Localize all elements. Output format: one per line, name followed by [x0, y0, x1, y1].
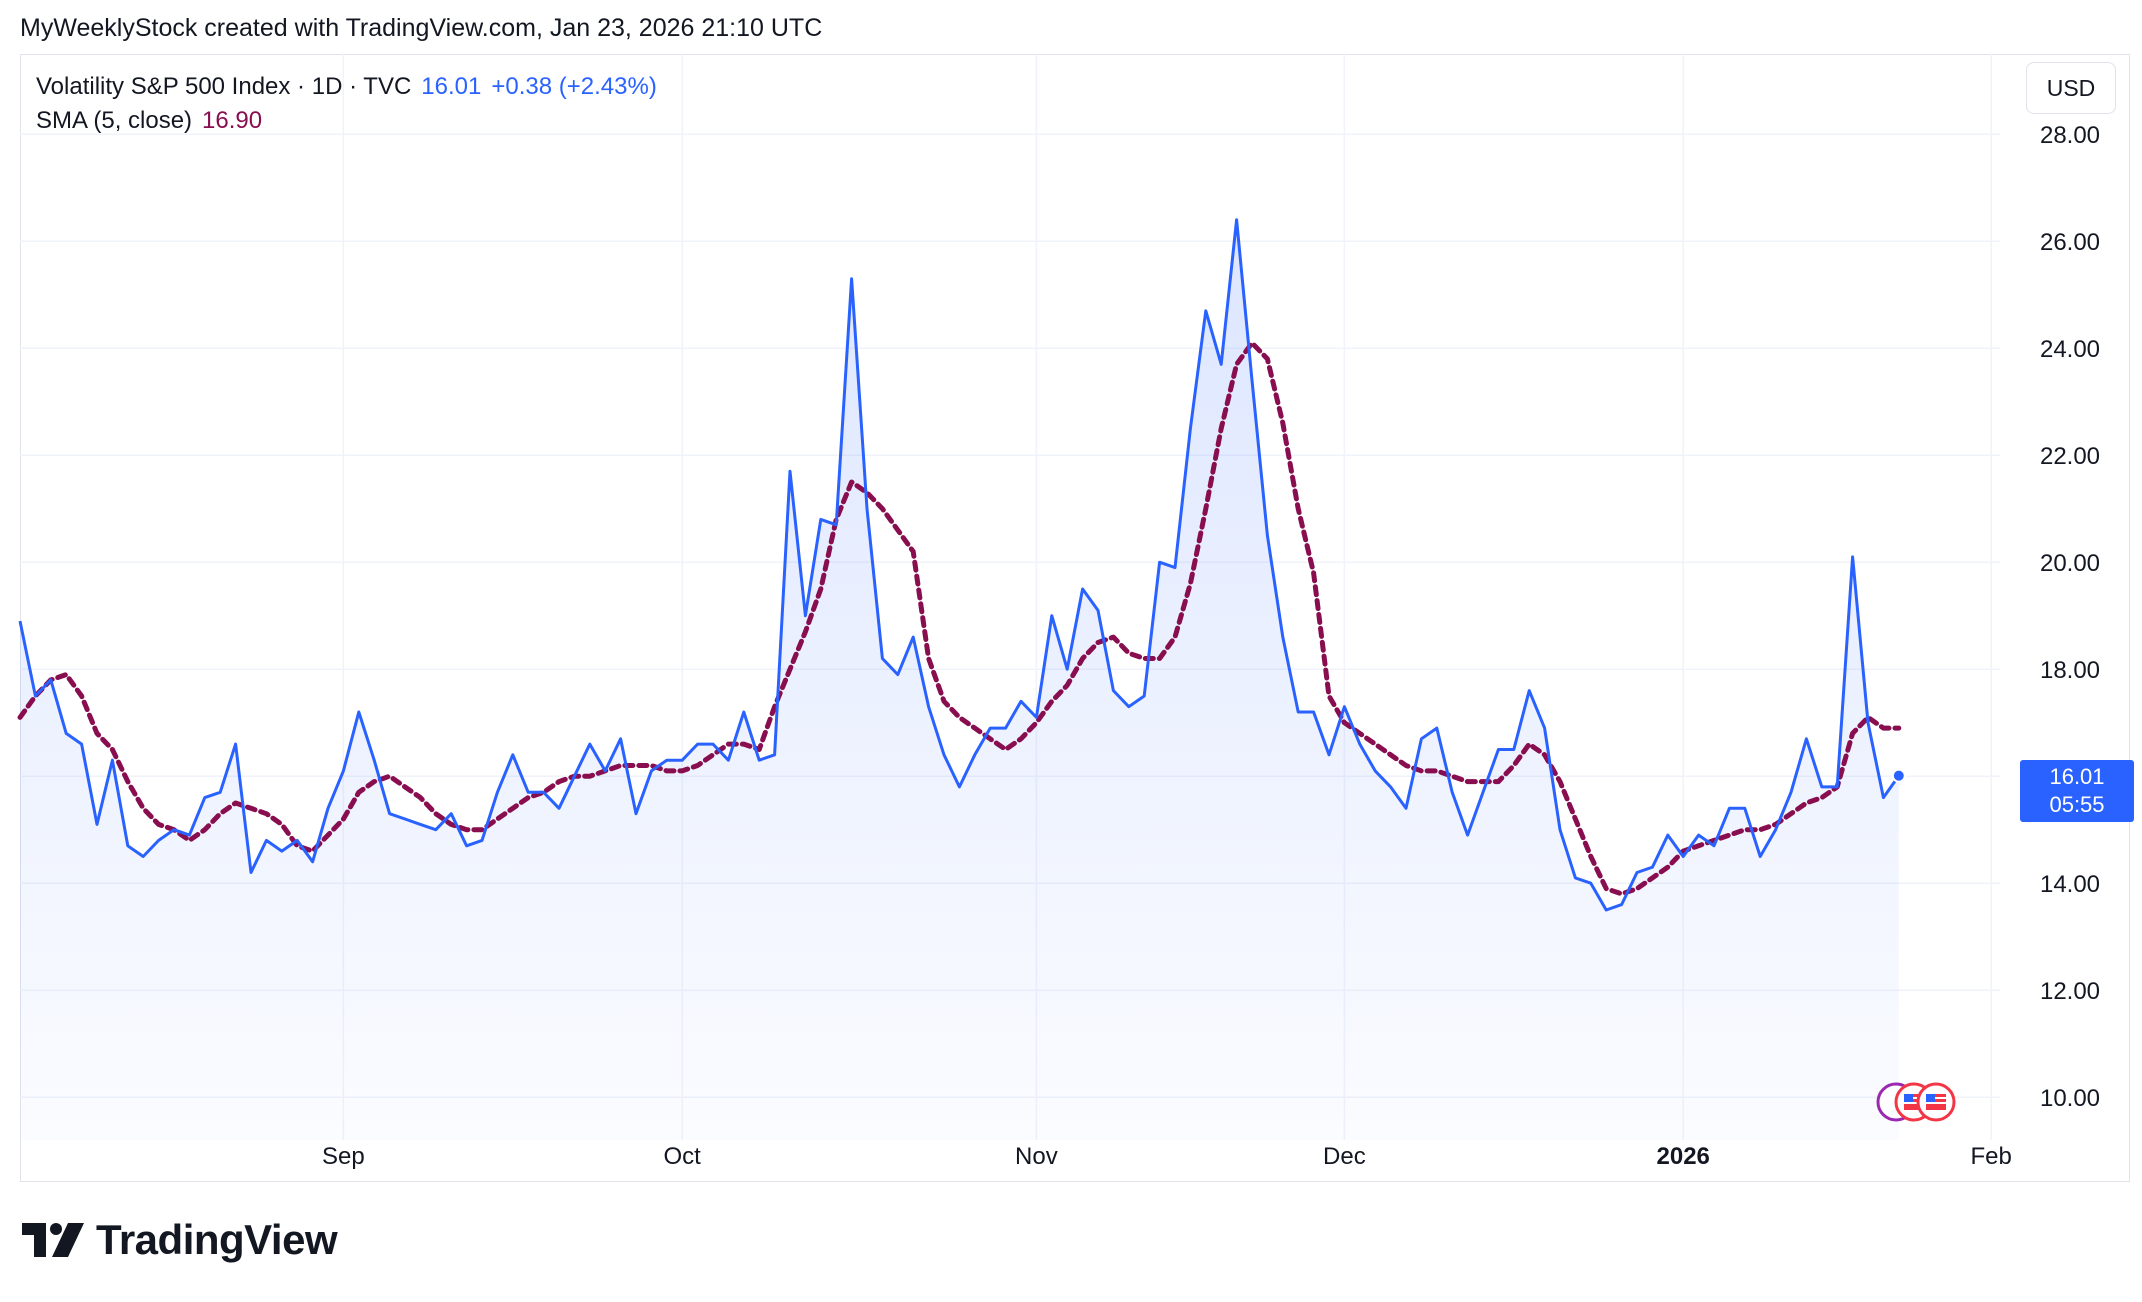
y-tick-label: 14.00: [2040, 871, 2100, 898]
legend-change: +0.38 (+2.43%): [491, 73, 657, 100]
currency-button[interactable]: USD: [2026, 62, 2116, 114]
last-price-value: 16.01: [2049, 764, 2105, 789]
sma-line: [17, 340, 1902, 897]
chart-frame[interactable]: [20, 54, 2130, 1182]
y-tick-label: 28.00: [2040, 122, 2100, 149]
legend-sma-value: 16.90: [202, 107, 263, 134]
brand-name: TradingView: [96, 1216, 338, 1263]
x-tick-label: Nov: [1015, 1143, 1058, 1170]
y-tick-label: 12.00: [2040, 978, 2100, 1005]
y-tick-label: 10.00: [2040, 1085, 2100, 1112]
legend-last-price: 16.01: [421, 73, 482, 100]
x-tick-label: Dec: [1323, 1143, 1366, 1170]
legend-sma-row[interactable]: SMA (5, close) 16.90: [36, 104, 657, 138]
tradingview-logo-icon: [22, 1223, 84, 1257]
last-price-label: 16.01 05:55: [2020, 760, 2134, 822]
event-markers[interactable]: [1876, 1080, 1976, 1130]
tradingview-logo[interactable]: TradingView: [22, 1216, 338, 1264]
x-tick-label: Oct: [664, 1143, 702, 1170]
bar-countdown: 05:55: [2049, 792, 2105, 817]
y-tick-label: 20.00: [2040, 550, 2100, 577]
y-tick-label: 24.00: [2040, 336, 2100, 363]
y-tick-label: 26.00: [2040, 229, 2100, 256]
y-tick-label: 18.00: [2040, 657, 2100, 684]
last-price-dot: [1891, 768, 1906, 783]
x-tick-label: 2026: [1657, 1143, 1710, 1170]
y-tick-label: 22.00: [2040, 443, 2100, 470]
x-tick-label: Feb: [1971, 1143, 2012, 1170]
legend-sma-label: SMA (5, close): [36, 107, 193, 134]
x-tick-label: Sep: [322, 1143, 365, 1170]
price-area-fill: [20, 219, 1899, 1141]
chart-caption: MyWeeklyStock created with TradingView.c…: [20, 14, 823, 42]
economic-event-icon[interactable]: [1876, 1082, 1956, 1122]
legend-main-row: Volatility S&P 500 Index · 1D · TVC 16.01…: [36, 70, 657, 104]
chart-legend: Volatility S&P 500 Index · 1D · TVC 16.01…: [36, 70, 657, 138]
legend-symbol: Volatility S&P 500 Index · 1D · TVC: [36, 73, 412, 100]
price-line: [18, 218, 1901, 912]
